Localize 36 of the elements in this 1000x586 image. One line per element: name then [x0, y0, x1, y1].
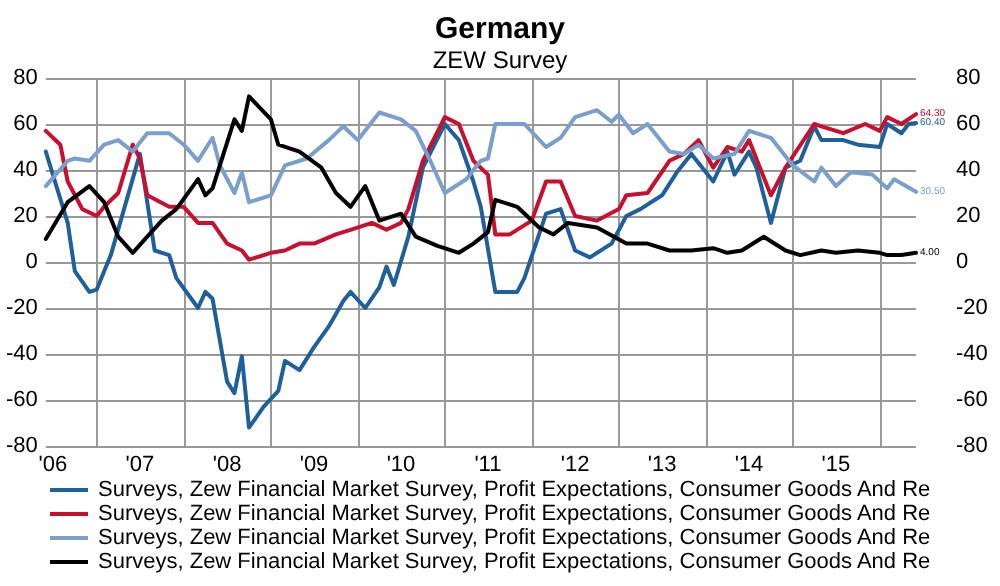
x-tick-label: '07 [125, 453, 155, 477]
y-tick-label: 20 [13, 204, 38, 228]
y2-tick-label: -60 [956, 388, 988, 412]
y-tick-label: -80 [5, 434, 38, 458]
x-tick-label: '15 [821, 453, 851, 477]
x-tick-label: '12 [560, 453, 590, 477]
y2-tick-label: 0 [956, 250, 969, 274]
x-tick-label: '09 [299, 453, 329, 477]
y-tick-label: 60 [13, 112, 38, 136]
chart-title: Germany [434, 12, 567, 46]
x-tick-label: '06 [38, 453, 68, 477]
y2-tick-label: 60 [956, 112, 981, 136]
legend-label: Surveys, Zew Financial Market Survey, Profit Expectations, Consumer Goods And Re [98, 526, 931, 550]
y2-tick-label: -20 [956, 296, 988, 320]
line-series [43, 108, 918, 205]
y2-tick-label: 40 [956, 158, 981, 182]
line-series [43, 121, 918, 430]
y-tick-label: 40 [13, 158, 38, 182]
x-tick-label: '10 [386, 453, 416, 477]
y2-tick-label: -80 [956, 434, 988, 458]
y2-tick-label: 20 [956, 204, 981, 228]
x-tick-label: '11 [474, 453, 502, 477]
legend-label: Surveys, Zew Financial Market Survey, Profit Expectations, Consumer Goods And Re [98, 550, 931, 574]
y-tick-label: -40 [5, 342, 38, 366]
y2-tick-label: -40 [956, 342, 988, 366]
y-tick-label: -60 [5, 388, 38, 412]
legend-label: Surveys, Zew Financial Market Survey, Profit Expectations, Consumer Goods And Re [98, 502, 931, 526]
y-tick-label: -20 [5, 296, 38, 320]
y-tick-label: 0 [25, 250, 38, 274]
y-tick-label: 80 [13, 66, 38, 90]
x-tick-label: '13 [647, 453, 677, 477]
chart-subtitle: ZEW Survey [432, 46, 568, 74]
legend-label: Surveys, Zew Financial Market Survey, Profit Expectations, Consumer Goods And Re [98, 478, 931, 502]
x-tick-label: '08 [212, 453, 242, 477]
y2-tick-label: 80 [956, 66, 981, 90]
x-tick-label: '14 [734, 453, 764, 477]
